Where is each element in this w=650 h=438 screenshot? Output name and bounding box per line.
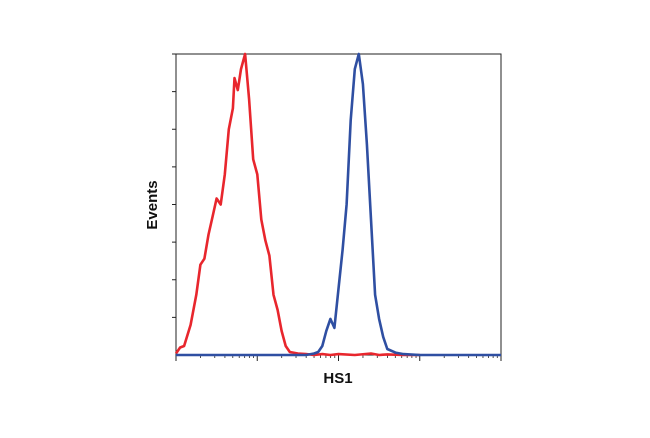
- y-axis-ticks: [172, 53, 176, 318]
- series-line-blue: [176, 52, 501, 357]
- plot-frame: [175, 53, 502, 356]
- x-axis-label: HS1: [323, 370, 352, 387]
- y-axis-label: Events: [144, 180, 161, 229]
- series-line-red: [174, 52, 420, 357]
- series-layer: [174, 52, 501, 357]
